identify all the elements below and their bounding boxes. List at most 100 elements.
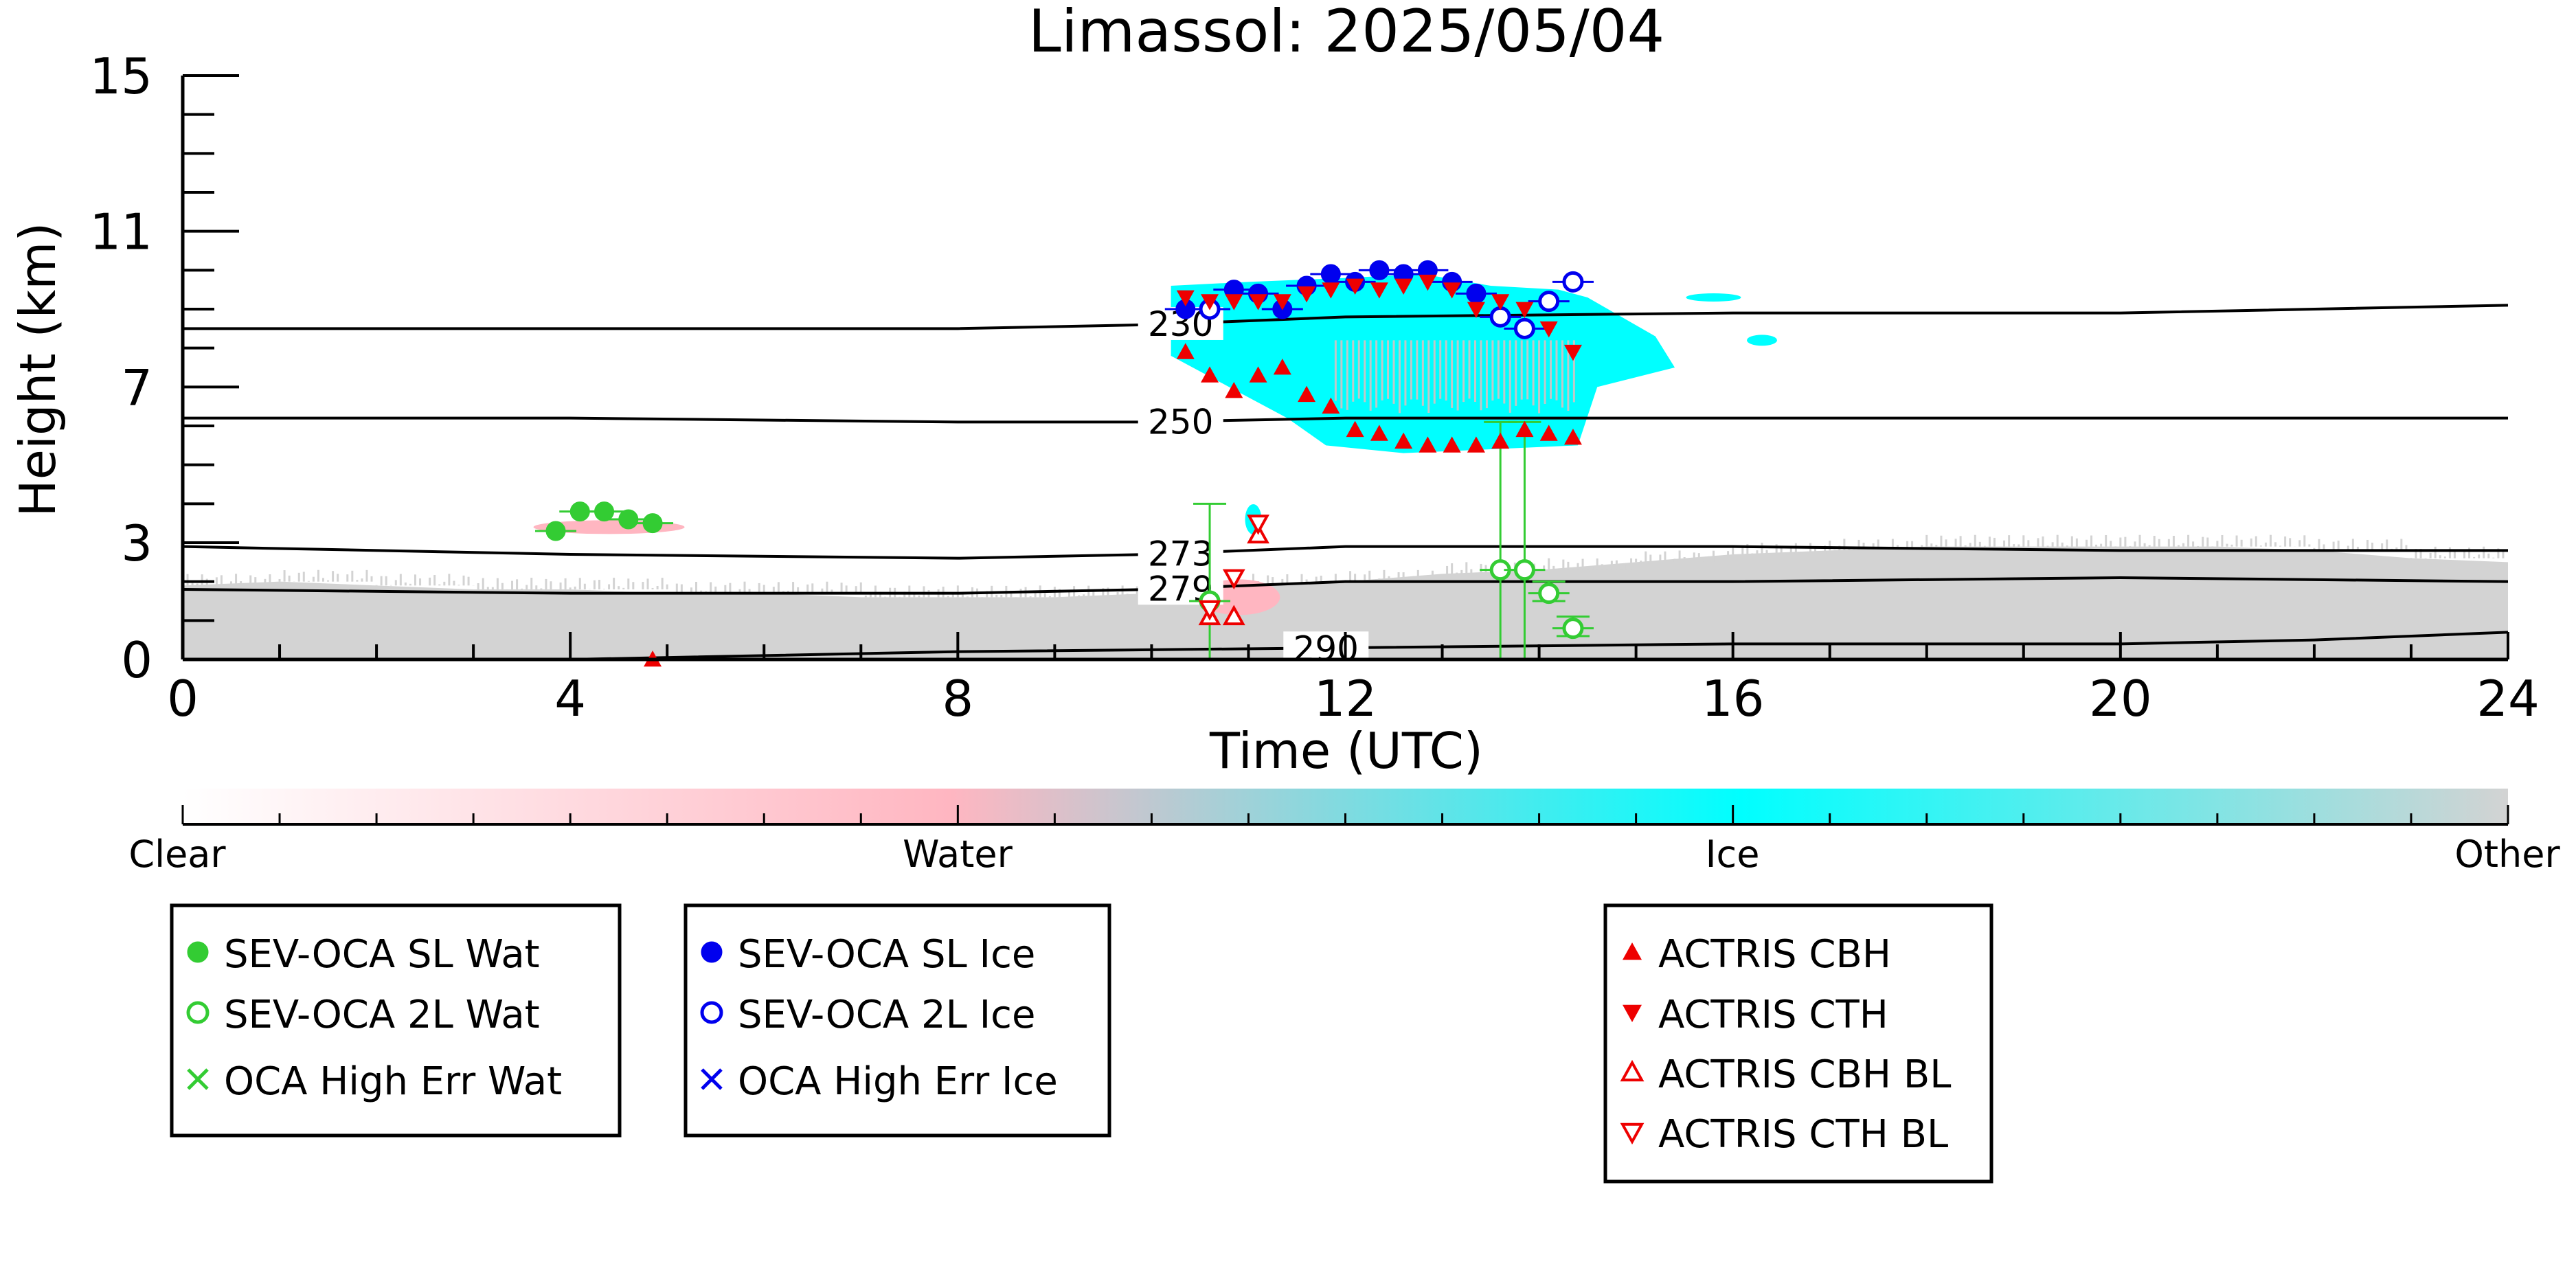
point-marker (187, 1068, 209, 1090)
y-tick-label: 0 (121, 631, 152, 689)
point-marker (1370, 425, 1388, 441)
point-marker (1623, 942, 1642, 960)
legend-box-ice (683, 903, 1111, 1138)
legend-box-actris (1603, 903, 1993, 1184)
point-marker (642, 513, 663, 534)
marker-stroke (187, 1068, 209, 1090)
contour-line (183, 416, 2508, 424)
point-marker (1515, 302, 1534, 318)
x-tick-label: 0 (167, 670, 199, 727)
y-axis-label: Height (km) (9, 223, 67, 517)
legend-entry: ACTRIS CBH (1623, 932, 1891, 977)
point-marker (618, 509, 639, 530)
point-marker (186, 1001, 210, 1024)
point-marker (1320, 264, 1341, 284)
legend-entry: ACTRIS CTH BL (1620, 1112, 1948, 1157)
point-marker (1225, 382, 1243, 398)
x-ticks: 0 4 8 12 16 20 24 (167, 632, 2540, 727)
legend-label: SEV-OCA SL Ice (738, 932, 1035, 977)
chart-title: Limassol: 2025/05/04 (1028, 0, 1664, 66)
legend-entry: OCA High Err Wat (187, 1059, 562, 1104)
point-marker (1273, 294, 1291, 310)
point-marker (1539, 321, 1558, 338)
point-marker (1222, 605, 1245, 626)
point-marker (1322, 282, 1340, 299)
point-marker (1369, 260, 1390, 280)
point-marker (1419, 274, 1437, 291)
point-marker (1491, 294, 1510, 310)
contour-line (183, 545, 2508, 560)
point-marker (1249, 366, 1267, 383)
point-marker (1370, 282, 1388, 299)
point-marker (1419, 436, 1437, 453)
point-marker (1489, 306, 1511, 328)
colorbar-label-clear: Clear (128, 833, 226, 876)
point-marker (1538, 583, 1560, 605)
contour-label: 290 (1293, 629, 1359, 668)
point-marker (1563, 344, 1582, 361)
legend-entry: SEV-OCA SL Wat (187, 932, 540, 977)
legend-label: OCA High Err Wat (224, 1059, 562, 1104)
point-marker (1513, 559, 1535, 581)
legend-label: ACTRIS CTH BL (1658, 1112, 1948, 1157)
point-marker (1620, 1059, 1645, 1082)
legend-entry: SEV-OCA 2L Ice (700, 993, 1035, 1037)
y-ticks: 0 3 7 11 15 (89, 47, 239, 689)
point-marker (701, 941, 723, 963)
point-marker (1539, 425, 1558, 441)
point-marker (1513, 317, 1535, 339)
point-marker (1443, 282, 1461, 299)
legend-entry: OCA High Err Ice (701, 1059, 1058, 1104)
point-marker (545, 521, 566, 541)
legend-label: ACTRIS CTH (1658, 993, 1888, 1037)
point-marker (1620, 1122, 1645, 1145)
x-tick-label: 4 (554, 670, 586, 727)
legend-entry: ACTRIS CBH BL (1620, 1052, 1951, 1097)
ice-patch (1746, 335, 1777, 346)
point-marker (1394, 432, 1413, 449)
point-marker (1515, 420, 1534, 438)
y-tick-label: 3 (121, 515, 152, 572)
point-marker (594, 501, 615, 522)
colorbar-label-ice: Ice (1706, 833, 1760, 876)
x-tick-label: 8 (942, 670, 973, 727)
point-marker (1201, 366, 1219, 383)
point-marker (1394, 278, 1413, 295)
x-tick-label: 16 (1702, 670, 1765, 727)
x-axis-label: Time (UTC) (1209, 722, 1483, 780)
other-layer (183, 546, 2508, 659)
legend-entry: SEV-OCA 2L Wat (186, 993, 540, 1037)
point-marker (1201, 294, 1219, 310)
point-marker (1467, 436, 1485, 453)
marker-stroke (701, 1068, 723, 1090)
legend: SEV-OCA SL Wat SEV-OCA 2L Wat OCA High Err… (170, 903, 1993, 1184)
point-marker (1623, 1004, 1642, 1022)
colorbar-ticks (181, 805, 2509, 824)
point-marker (701, 1068, 723, 1090)
legend-label: SEV-OCA SL Wat (224, 932, 540, 977)
y-tick-label: 15 (89, 47, 152, 105)
point-marker (1198, 600, 1221, 621)
y-tick-label: 7 (121, 359, 152, 416)
point-marker (1346, 420, 1364, 438)
contour-label-bg (1283, 631, 1369, 659)
legend-label: ACTRIS CBH (1658, 932, 1891, 977)
point-marker (1176, 343, 1195, 359)
point-marker (1298, 385, 1316, 403)
point-marker (1562, 271, 1584, 293)
point-marker (1225, 294, 1243, 310)
x-tick-label: 12 (1314, 670, 1377, 727)
point-marker (1538, 291, 1560, 313)
legend-box-water (170, 903, 622, 1138)
point-marker (1443, 436, 1461, 453)
point-marker (1467, 302, 1485, 318)
contour-label: 250 (1148, 402, 1213, 442)
contour-label-bg (1138, 405, 1223, 438)
point-marker (1247, 515, 1269, 535)
point-marker (1298, 286, 1316, 303)
point-marker (1491, 432, 1510, 449)
colorbar: Clear Water Ice Other (128, 789, 2560, 876)
point-marker (187, 941, 209, 963)
